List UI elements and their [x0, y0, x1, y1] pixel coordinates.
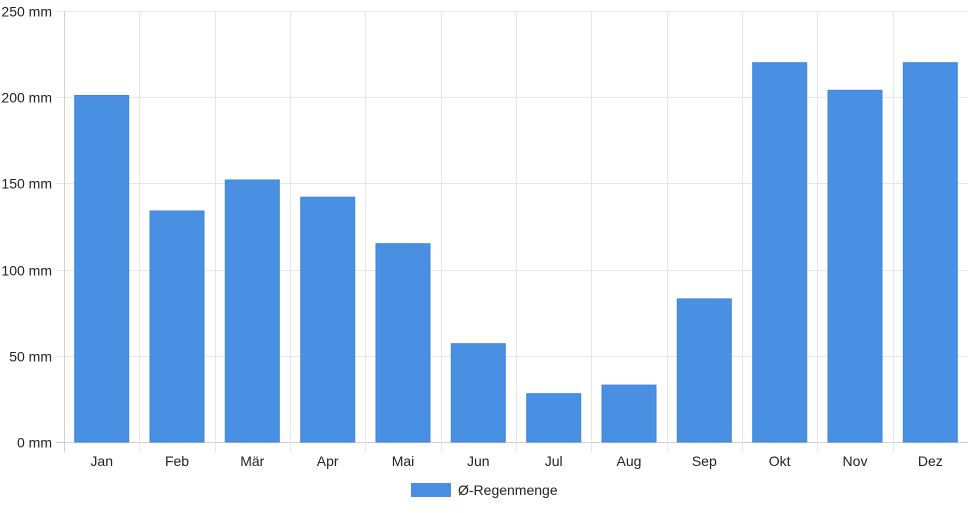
x-tick-label: Jan — [90, 453, 113, 469]
bar-mai[interactable] — [375, 243, 431, 443]
grid-lines — [56, 11, 968, 452]
y-tick-label: 0 mm — [17, 435, 52, 451]
bar-apr[interactable] — [300, 196, 356, 443]
bar-mär[interactable] — [224, 179, 280, 443]
x-tick-label: Feb — [165, 453, 189, 469]
bar-aug[interactable] — [601, 384, 657, 443]
x-tick-label: Jun — [467, 453, 490, 469]
bar-sep[interactable] — [676, 298, 732, 443]
y-tick-label: 150 mm — [1, 176, 52, 192]
axes: 0 mm 50 mm 100 mm 150 mm 200 mm 250 mm Jan Feb M… — [1, 4, 942, 470]
x-tick-label: Mär — [240, 453, 264, 469]
x-tick-label: Aug — [617, 453, 642, 469]
bar-jan[interactable] — [74, 95, 130, 443]
y-tick-label: 100 mm — [1, 263, 52, 279]
x-tick-label: Sep — [692, 453, 717, 469]
bar-feb[interactable] — [149, 210, 205, 443]
x-tick-label: Nov — [843, 453, 868, 469]
bar-series — [74, 62, 958, 443]
y-tick-label: 250 mm — [1, 4, 52, 20]
bar-nov[interactable] — [827, 89, 883, 443]
legend-swatch[interactable] — [411, 483, 451, 497]
bar-jun[interactable] — [450, 343, 506, 443]
bar-jul[interactable] — [526, 393, 582, 443]
x-tick-label: Mai — [392, 453, 415, 469]
bar-dez[interactable] — [902, 62, 958, 443]
x-tick-label: Dez — [918, 453, 943, 469]
x-tick-label: Apr — [317, 453, 339, 469]
legend-label[interactable]: Ø-Regenmenge — [458, 482, 558, 498]
y-tick-label: 50 mm — [9, 349, 52, 365]
y-tick-label: 200 mm — [1, 90, 52, 106]
bar-okt[interactable] — [752, 62, 808, 443]
x-tick-label: Okt — [769, 453, 791, 469]
x-tick-label: Jul — [545, 453, 563, 469]
legend[interactable]: Ø-Regenmenge — [411, 482, 558, 498]
